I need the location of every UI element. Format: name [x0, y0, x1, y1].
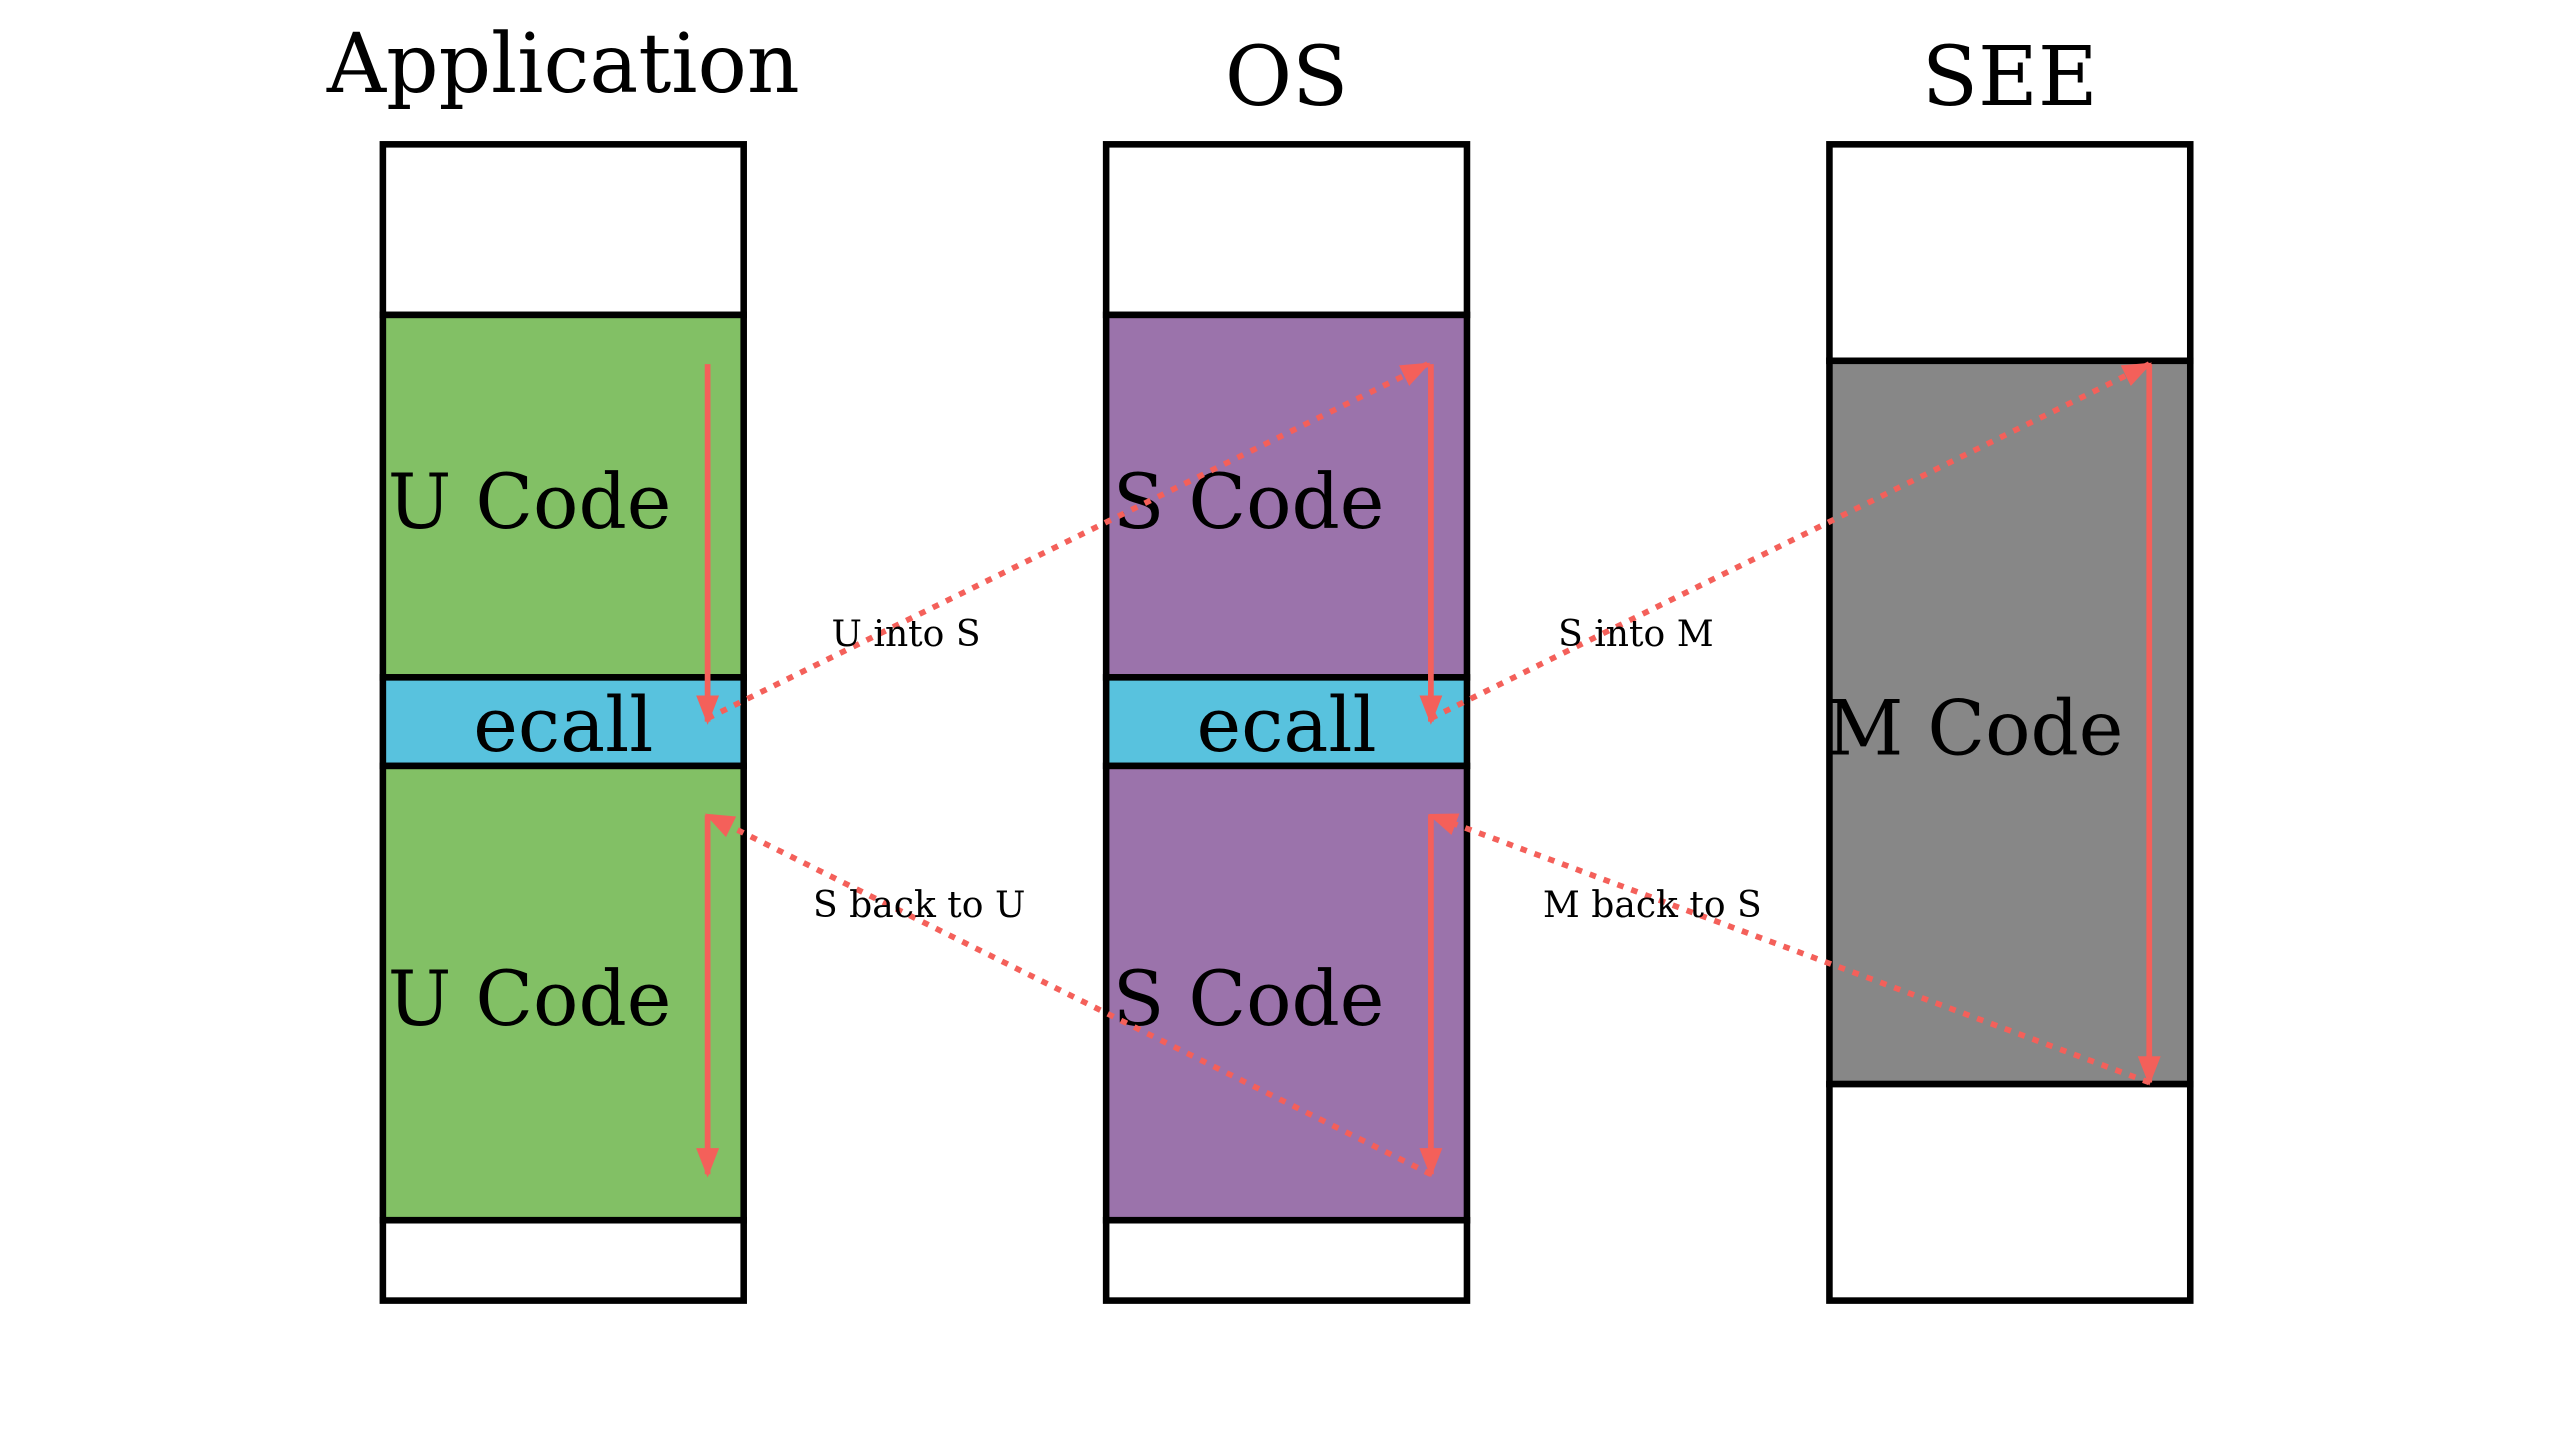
title-application: Application	[326, 17, 800, 112]
s-back-to-u-arrow	[704, 812, 1433, 1177]
label-u-into-s: U into S	[832, 613, 981, 655]
label-os-s-code-bottom: S Code	[1113, 955, 1385, 1043]
label-os-ecall: ecall	[1196, 681, 1376, 769]
label-app-ecall: ecall	[473, 681, 653, 769]
app-u-code-bottom	[379, 762, 747, 1224]
title-os: OS	[1225, 30, 1348, 125]
label-s-back-to-u: S back to U	[813, 884, 1025, 926]
os-s-code-bottom	[1102, 762, 1471, 1224]
label-os-s-code-top: S Code	[1113, 458, 1385, 546]
label-m-back-to-s: M back to S	[1543, 884, 1762, 926]
label-app-u-code-top: U Code	[388, 458, 672, 546]
label-s-into-m: S into M	[1558, 613, 1714, 655]
u-into-s-arrow	[706, 361, 1431, 721]
title-see: SEE	[1922, 30, 2098, 125]
see-bottom-empty	[1826, 1080, 2194, 1304]
app-bottom-empty	[379, 1216, 747, 1304]
s-into-m-arrow	[1429, 361, 2153, 721]
see-top-empty	[1826, 141, 2194, 365]
app-top-empty	[379, 141, 747, 319]
m-back-to-s-arrow	[1427, 812, 2151, 1086]
label-see-m-code: M Code	[1826, 684, 2123, 772]
os-top-empty	[1102, 141, 1471, 319]
app-u-code-top	[379, 311, 747, 681]
os-bottom-empty	[1102, 1216, 1471, 1304]
label-app-u-code-bottom: U Code	[388, 955, 672, 1043]
